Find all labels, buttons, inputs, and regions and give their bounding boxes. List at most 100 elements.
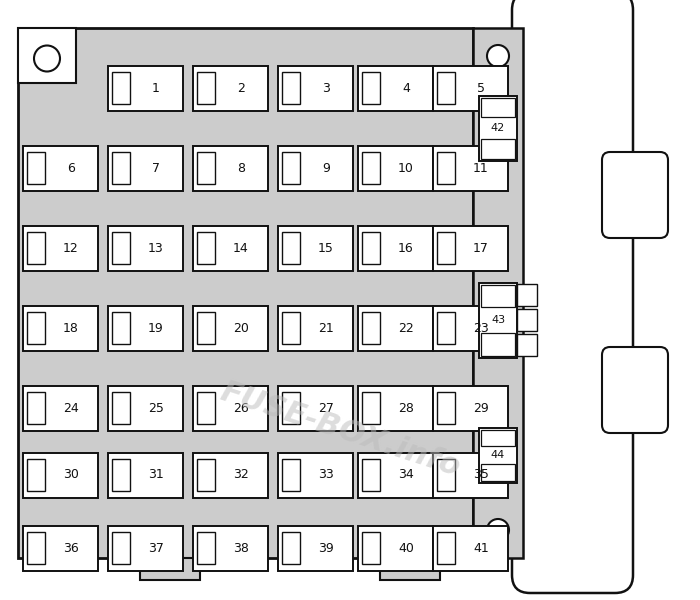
Bar [108, 145, 183, 191]
Bar [433, 385, 508, 431]
Text: 21: 21 [318, 322, 334, 335]
Bar [197, 312, 214, 344]
Text: 34: 34 [398, 469, 414, 481]
Text: 25: 25 [148, 401, 164, 415]
Bar [108, 65, 183, 110]
Bar [197, 152, 214, 184]
Text: 2: 2 [237, 82, 245, 94]
Text: 29: 29 [473, 401, 489, 415]
Bar [277, 305, 353, 350]
FancyBboxPatch shape [512, 0, 633, 593]
Text: 20: 20 [233, 322, 249, 335]
Text: 8: 8 [237, 161, 245, 175]
Bar [361, 459, 379, 491]
Bar [27, 152, 45, 184]
Bar [481, 430, 515, 446]
Bar [281, 312, 300, 344]
Text: 36: 36 [63, 541, 79, 554]
Bar [437, 392, 454, 424]
Bar [22, 226, 97, 271]
Text: 23: 23 [473, 322, 489, 335]
Bar [361, 152, 379, 184]
Bar [481, 464, 515, 481]
Bar [277, 65, 353, 110]
Bar [27, 532, 45, 564]
Text: 31: 31 [148, 469, 164, 481]
Text: 35: 35 [473, 469, 489, 481]
Bar [517, 309, 537, 331]
Text: 19: 19 [148, 322, 164, 335]
Text: 10: 10 [398, 161, 414, 175]
Bar [197, 72, 214, 104]
Bar [481, 333, 515, 355]
Bar [517, 334, 537, 356]
Bar [108, 305, 183, 350]
Bar [18, 28, 76, 83]
Bar [437, 459, 454, 491]
Bar [193, 145, 267, 191]
Bar [361, 72, 379, 104]
Bar [361, 232, 379, 264]
Bar [281, 532, 300, 564]
Bar [27, 232, 45, 264]
Bar [111, 72, 130, 104]
Bar [277, 145, 353, 191]
Bar [437, 312, 454, 344]
Bar [437, 232, 454, 264]
Text: 38: 38 [233, 541, 249, 554]
Bar [22, 526, 97, 571]
Bar [140, 558, 200, 580]
FancyBboxPatch shape [602, 152, 668, 238]
Bar [193, 526, 267, 571]
Text: 12: 12 [63, 241, 79, 254]
Bar [517, 284, 537, 306]
Text: 32: 32 [233, 469, 249, 481]
Bar [111, 232, 130, 264]
Bar [193, 452, 267, 497]
Bar [22, 452, 97, 497]
Text: 13: 13 [148, 241, 164, 254]
Text: 44: 44 [491, 450, 505, 460]
Text: 26: 26 [233, 401, 249, 415]
Text: 22: 22 [398, 322, 414, 335]
Bar [481, 284, 515, 307]
Text: 7: 7 [152, 161, 160, 175]
Bar [437, 532, 454, 564]
Bar [433, 145, 508, 191]
Bar [479, 283, 517, 358]
Text: 40: 40 [398, 541, 414, 554]
Bar [27, 459, 45, 491]
Bar [197, 532, 214, 564]
Bar [479, 427, 517, 482]
Bar [111, 152, 130, 184]
Bar [108, 452, 183, 497]
Text: 24: 24 [63, 401, 79, 415]
Bar [193, 65, 267, 110]
Bar [18, 28, 473, 558]
Bar [281, 459, 300, 491]
Text: 18: 18 [63, 322, 79, 335]
Bar [358, 305, 433, 350]
Bar [437, 152, 454, 184]
Bar [481, 97, 515, 117]
Bar [433, 526, 508, 571]
Bar [277, 226, 353, 271]
Bar [197, 232, 214, 264]
Bar [27, 392, 45, 424]
Bar [108, 226, 183, 271]
Bar [433, 452, 508, 497]
Text: 28: 28 [398, 401, 414, 415]
Bar [193, 226, 267, 271]
Bar [481, 139, 515, 158]
Text: 27: 27 [318, 401, 334, 415]
Text: 4: 4 [402, 82, 410, 94]
Text: 30: 30 [63, 469, 79, 481]
Bar [22, 385, 97, 431]
Text: 11: 11 [473, 161, 489, 175]
Text: 16: 16 [398, 241, 414, 254]
Bar [433, 65, 508, 110]
Bar [437, 72, 454, 104]
Bar [361, 532, 379, 564]
Bar [22, 305, 97, 350]
Bar [479, 95, 517, 160]
